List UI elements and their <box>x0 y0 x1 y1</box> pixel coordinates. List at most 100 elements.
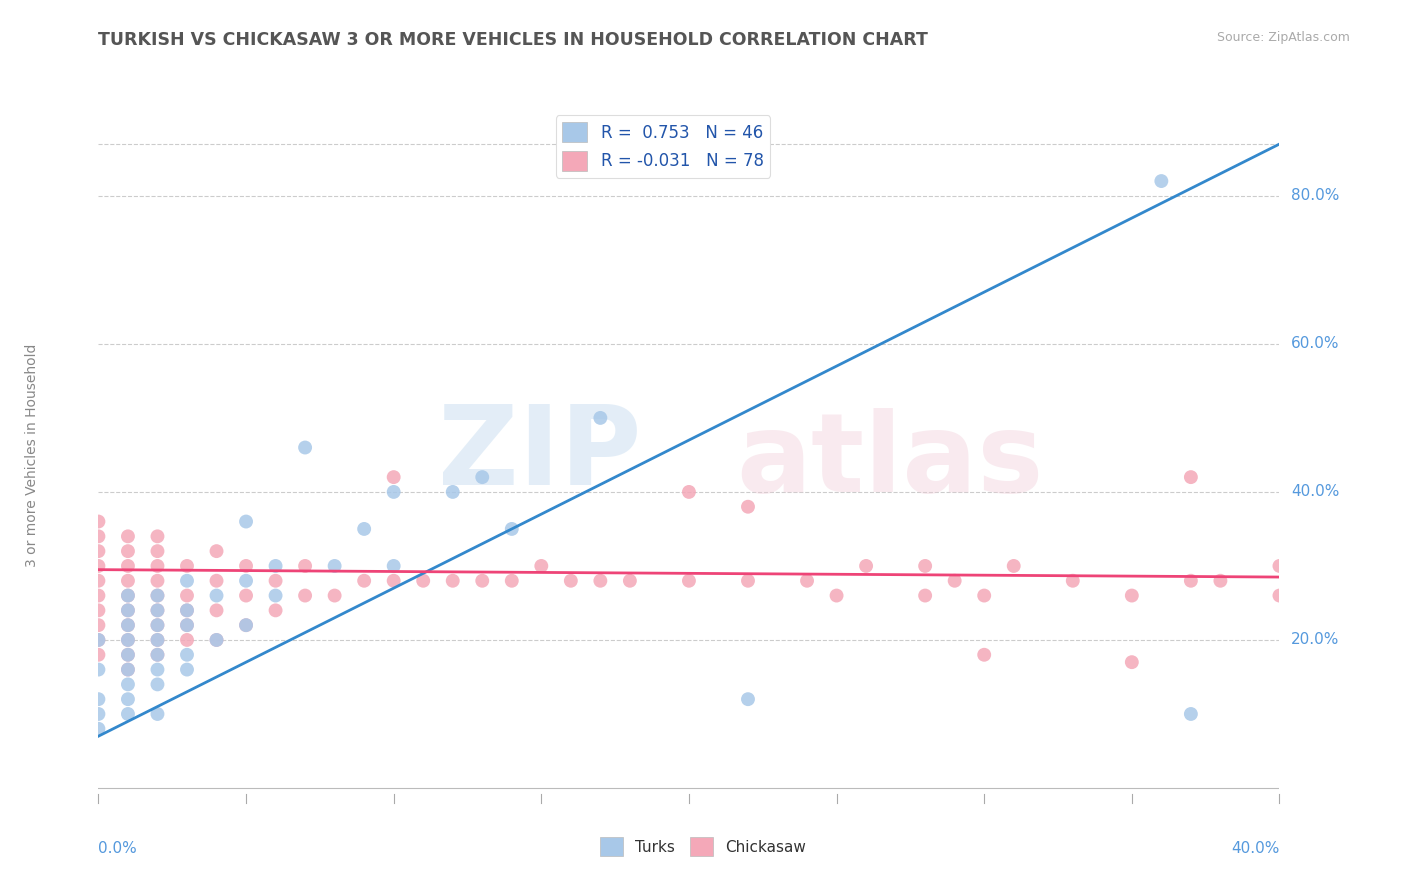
Point <box>264 589 287 603</box>
Point <box>382 558 405 573</box>
Point <box>176 632 198 647</box>
Point <box>1180 706 1202 721</box>
Point <box>235 558 257 573</box>
Point <box>264 603 287 617</box>
Point <box>1150 174 1173 188</box>
Point <box>87 603 110 617</box>
Point <box>1180 470 1202 484</box>
Point <box>1268 589 1291 603</box>
Point <box>87 574 110 588</box>
Point <box>176 663 198 677</box>
Point <box>796 574 818 588</box>
Point <box>87 648 110 662</box>
Point <box>471 470 494 484</box>
Point <box>87 589 110 603</box>
Point <box>176 589 198 603</box>
Point <box>382 470 405 484</box>
Point <box>146 603 169 617</box>
Point <box>117 692 139 706</box>
Point <box>117 632 139 647</box>
Point <box>1002 558 1025 573</box>
Point <box>117 618 139 632</box>
Point <box>914 589 936 603</box>
Point <box>264 558 287 573</box>
Text: 0.0%: 0.0% <box>98 841 138 856</box>
Point <box>205 632 228 647</box>
Point <box>235 589 257 603</box>
Point <box>501 522 523 536</box>
Point <box>117 589 139 603</box>
Point <box>205 589 228 603</box>
Point <box>294 589 316 603</box>
Point <box>294 441 316 455</box>
Point <box>87 515 110 529</box>
Point <box>560 574 582 588</box>
Legend: Turks, Chickasaw: Turks, Chickasaw <box>593 831 813 862</box>
Point <box>117 648 139 662</box>
Text: 40.0%: 40.0% <box>1291 484 1340 500</box>
Point <box>87 706 110 721</box>
Point <box>117 663 139 677</box>
Text: TURKISH VS CHICKASAW 3 OR MORE VEHICLES IN HOUSEHOLD CORRELATION CHART: TURKISH VS CHICKASAW 3 OR MORE VEHICLES … <box>98 31 928 49</box>
Text: 60.0%: 60.0% <box>1291 336 1340 351</box>
Point <box>855 558 877 573</box>
Text: 3 or more Vehicles in Household: 3 or more Vehicles in Household <box>25 343 39 566</box>
Point <box>1121 655 1143 669</box>
Point <box>1180 574 1202 588</box>
Point <box>146 632 169 647</box>
Point <box>943 574 966 588</box>
Point <box>235 618 257 632</box>
Point <box>146 558 169 573</box>
Point <box>205 544 228 558</box>
Point <box>87 618 110 632</box>
Text: 20.0%: 20.0% <box>1291 632 1340 648</box>
Point <box>146 677 169 691</box>
Point <box>1062 574 1084 588</box>
Point <box>1209 574 1232 588</box>
Point <box>146 618 169 632</box>
Point <box>678 574 700 588</box>
Point <box>589 411 612 425</box>
Point <box>176 618 198 632</box>
Point <box>176 603 198 617</box>
Point <box>382 484 405 499</box>
Point <box>146 648 169 662</box>
Text: 40.0%: 40.0% <box>1232 841 1279 856</box>
Point <box>441 574 464 588</box>
Point <box>146 663 169 677</box>
Point <box>914 558 936 573</box>
Point <box>619 574 641 588</box>
Point <box>737 692 759 706</box>
Point <box>294 558 316 573</box>
Point <box>353 574 375 588</box>
Point <box>146 648 169 662</box>
Point <box>117 558 139 573</box>
Point <box>471 574 494 588</box>
Point <box>87 692 110 706</box>
Point <box>146 544 169 558</box>
Point <box>235 574 257 588</box>
Point <box>530 558 553 573</box>
Point <box>117 677 139 691</box>
Text: 80.0%: 80.0% <box>1291 188 1340 203</box>
Point <box>87 632 110 647</box>
Point <box>146 603 169 617</box>
Point <box>412 574 434 588</box>
Point <box>146 618 169 632</box>
Point <box>235 618 257 632</box>
Point <box>205 632 228 647</box>
Point <box>117 648 139 662</box>
Point <box>146 706 169 721</box>
Point <box>205 574 228 588</box>
Point <box>382 574 405 588</box>
Point <box>264 574 287 588</box>
Point <box>117 618 139 632</box>
Point <box>973 589 995 603</box>
Point <box>87 722 110 736</box>
Point <box>441 484 464 499</box>
Point <box>146 589 169 603</box>
Point <box>87 632 110 647</box>
Point <box>737 574 759 588</box>
Point <box>87 544 110 558</box>
Text: Source: ZipAtlas.com: Source: ZipAtlas.com <box>1216 31 1350 45</box>
